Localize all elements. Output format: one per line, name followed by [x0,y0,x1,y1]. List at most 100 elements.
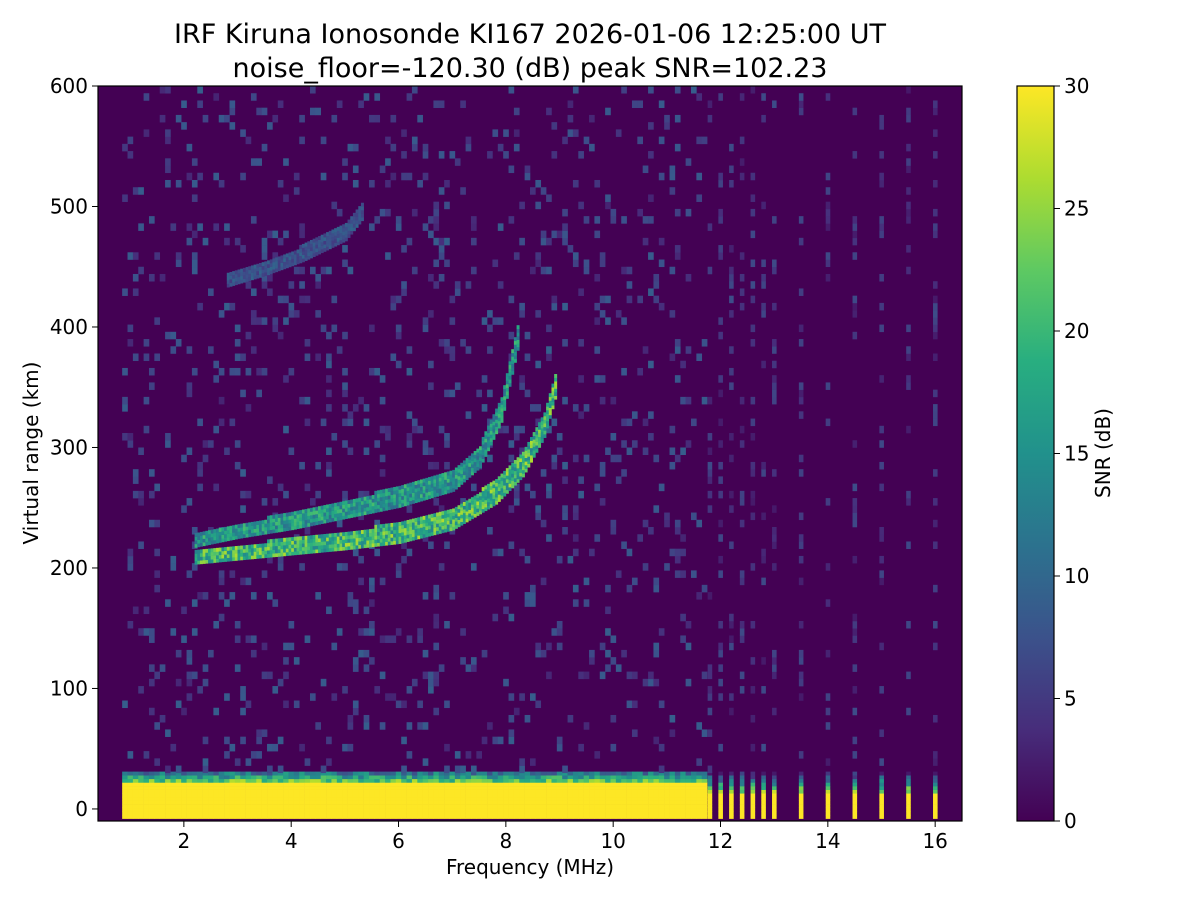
ground-clutter-cell [202,793,209,798]
echo-trace-cell [245,270,249,275]
sparse-noise-cell [906,187,911,195]
echo-trace-cell [452,473,456,478]
sparse-clutter-cell [852,800,858,805]
echo-trace-cell [398,536,402,541]
ground-clutter-cell [610,814,617,819]
echo-trace-cell [530,437,533,441]
ground-clutter-cell [578,771,584,776]
ground-clutter-cell [385,796,391,801]
sparse-noise-cell [750,686,756,694]
noise-cell [567,555,574,564]
noise-cell [272,324,279,333]
ground-clutter-cell [256,804,262,809]
noise-cell [224,599,230,607]
ground-clutter-cell [358,782,364,787]
noise-cell [513,252,520,260]
echo-trace-cell [495,419,499,424]
ground-clutter-cell [546,775,552,780]
sparse-noise-cell [825,223,831,231]
ground-clutter-cell [422,800,429,805]
ground-clutter-cell [175,796,182,801]
ground-clutter-cell [374,814,381,819]
ground-clutter-cell [460,771,466,776]
ground-clutter-cell [487,782,493,787]
echo-trace-cell [444,528,448,533]
echo-trace-cell [548,404,552,408]
ground-clutter-cell [583,789,590,794]
noise-cell [181,122,187,130]
echo-trace-cell [360,497,364,502]
ground-clutter-cell [293,782,300,787]
echo-trace-cell [428,491,432,496]
echo-trace-cell [487,491,491,496]
noise-cell [680,447,686,456]
sparse-noise-cell [852,519,858,528]
ground-clutter-cell [181,814,187,819]
ground-clutter-cell [411,771,418,776]
ground-clutter-cell [143,775,150,780]
sparse-noise-cell [906,671,911,680]
echo-trace-cell [366,529,370,534]
sparse-noise-cell [707,490,713,499]
echo-trace-cell [307,248,311,253]
ground-clutter-cell [304,800,311,805]
echo-trace-cell [422,519,426,524]
ground-clutter-cell [658,782,665,787]
ground-clutter-cell [615,811,622,816]
echo-trace-cell [481,458,485,463]
ground-clutter-cell [336,789,343,794]
sparse-noise-cell [729,635,734,643]
echo-trace-cell [344,222,348,227]
echo-trace-cell [417,528,421,533]
echo-trace-cell [326,518,330,523]
echo-trace-cell [377,528,381,533]
echo-trace-cell [296,551,300,555]
echo-trace-cell [248,548,252,553]
sparse-noise-cell [718,461,723,470]
sparse-noise-cell [852,512,858,521]
noise-cell [304,418,311,427]
ground-clutter-cell [358,771,364,776]
noise-cell [572,505,579,513]
echo-trace-cell [342,512,346,516]
echo-trace-cell [414,499,418,504]
ground-clutter-cell [197,793,203,798]
ground-clutter-cell [513,786,520,790]
echo-trace-cell [468,466,472,471]
echo-trace-cell [369,532,372,537]
noise-cell [304,527,311,535]
ground-clutter-cell [546,800,552,805]
ground-clutter-cell [642,775,649,780]
noise-cell [240,707,246,716]
ground-clutter-cell [277,778,284,783]
echo-trace-cell [336,234,340,239]
sparse-noise-cell [933,302,938,311]
noise-cell [191,266,198,275]
echo-trace-cell [199,531,203,536]
echo-trace-cell [419,497,423,502]
ground-clutter-cell [250,778,257,783]
echo-trace-cell [331,233,335,238]
echo-trace-cell [422,493,426,498]
sparse-noise-cell [729,273,734,282]
echo-trace-cell [234,531,238,536]
sparse-clutter-cell [729,778,734,783]
sparse-noise-cell [707,469,713,477]
echo-trace-cell [318,517,321,521]
echo-trace-cell [347,531,351,536]
noise-cell [395,216,402,224]
echo-trace-cell [401,521,405,526]
ground-clutter-cell [465,771,472,776]
echo-trace-cell [524,464,528,469]
echo-trace-cell [283,552,287,557]
colorbar-tick-label: 5 [1064,687,1077,711]
echo-trace-cell [334,547,338,552]
noise-cell [454,751,461,759]
sparse-clutter-cell [718,796,723,801]
ground-clutter-cell [261,771,268,776]
noise-cell [556,433,563,441]
ground-clutter-cell [513,789,520,794]
sparse-noise-cell [772,375,777,383]
echo-trace-cell [487,443,491,448]
echo-trace-cell [347,538,351,543]
